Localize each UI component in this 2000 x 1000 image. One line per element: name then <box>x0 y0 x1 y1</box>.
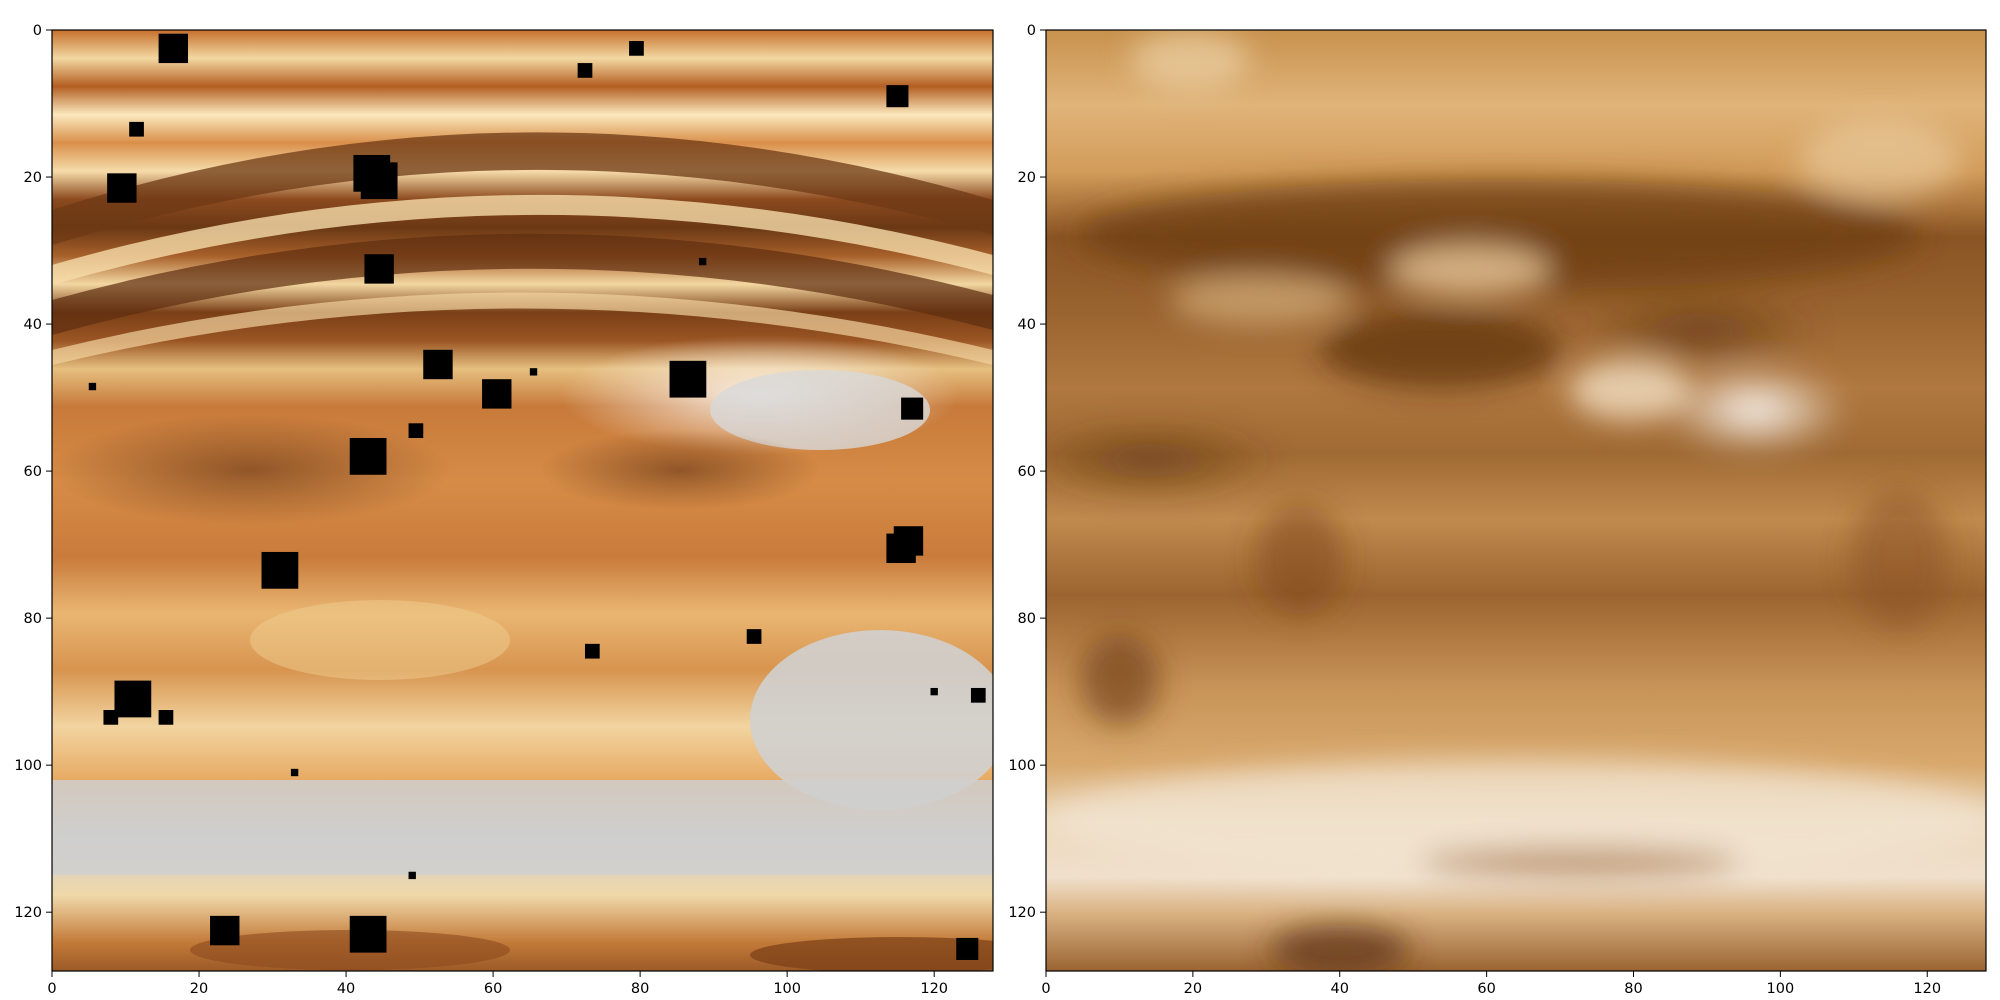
left-x-tick-label: 100 <box>773 981 801 997</box>
masked-square <box>129 121 144 137</box>
right-x-tick-label: 20 <box>1184 981 1202 997</box>
right-y-tick-label: 120 <box>1008 905 1036 921</box>
left-x-tick-label: 60 <box>484 981 502 997</box>
masked-square <box>901 397 924 420</box>
masked-square <box>482 379 512 409</box>
masked-square <box>349 438 387 475</box>
right-y-tick-label: 20 <box>1018 170 1036 186</box>
right-x-tick-label: 80 <box>1624 981 1642 997</box>
left-heatmap-panel: 0 20 40 60 80 100 120 0 20 40 60 80 100 120 <box>14 23 994 997</box>
right-axes-frame <box>1045 29 1987 972</box>
masked-squares <box>88 33 986 960</box>
right-y-tick-label: 80 <box>1018 611 1036 627</box>
right-x-tick-label: 60 <box>1477 981 1495 997</box>
right-heatmap-panel: 0 20 40 60 80 100 120 0 20 40 60 80 100 120 <box>1008 23 1987 997</box>
left-y-tick-label: 60 <box>24 464 42 480</box>
left-y-tick-label: 120 <box>14 905 42 921</box>
right-x-tick-label: 0 <box>1041 981 1050 997</box>
masked-square <box>408 423 424 439</box>
masked-square <box>886 85 909 108</box>
left-y-tick-label: 40 <box>24 317 42 333</box>
masked-square <box>970 687 986 703</box>
left-y-tick-label: 80 <box>24 611 42 627</box>
left-y-tick-label: 20 <box>24 170 42 186</box>
right-y-tick-label: 40 <box>1018 317 1036 333</box>
masked-square <box>956 937 979 960</box>
masked-square <box>158 710 174 725</box>
left-x-tick-label: 80 <box>631 981 649 997</box>
left-axes-frame <box>51 29 994 972</box>
masked-square <box>158 33 189 64</box>
masked-square <box>88 382 97 391</box>
masked-square <box>261 551 299 589</box>
masked-square <box>210 915 240 946</box>
masked-square <box>364 254 394 284</box>
right-x-tick-label: 100 <box>1767 981 1795 997</box>
masked-square <box>746 629 762 644</box>
right-axis-ticks: 0 20 40 60 80 100 120 0 20 40 60 80 100 120 <box>1008 23 1941 997</box>
masked-square <box>886 533 916 563</box>
right-heatmap-image <box>1046 30 1986 971</box>
masked-square <box>698 257 707 266</box>
right-y-tick-label: 60 <box>1018 464 1036 480</box>
masked-square <box>423 349 453 380</box>
masked-square <box>669 360 707 398</box>
left-x-tick-label: 0 <box>47 981 56 997</box>
left-y-tick-label: 100 <box>14 758 42 774</box>
right-x-tick-label: 40 <box>1331 981 1349 997</box>
left-heatmap-image <box>52 30 993 971</box>
masked-square <box>103 710 119 725</box>
masked-square <box>629 41 644 56</box>
masked-square <box>290 768 299 777</box>
masked-square <box>930 687 938 696</box>
left-y-tick-label: 0 <box>33 23 42 39</box>
right-y-tick-label: 100 <box>1008 758 1036 774</box>
right-x-tick-label: 120 <box>1913 981 1941 997</box>
masked-square <box>114 680 152 718</box>
left-x-tick-label: 20 <box>190 981 208 997</box>
masked-square <box>408 871 416 880</box>
left-x-tick-label: 120 <box>920 981 948 997</box>
masked-square <box>577 63 593 78</box>
masked-square <box>584 643 600 659</box>
masked-square <box>349 915 387 953</box>
left-axis-ticks: 0 20 40 60 80 100 120 0 20 40 60 80 100 120 <box>14 23 948 997</box>
left-x-tick-label: 40 <box>337 981 355 997</box>
masked-square <box>529 368 538 376</box>
masked-square <box>360 162 398 200</box>
masked-square <box>107 173 137 203</box>
right-y-tick-label: 0 <box>1027 23 1036 39</box>
